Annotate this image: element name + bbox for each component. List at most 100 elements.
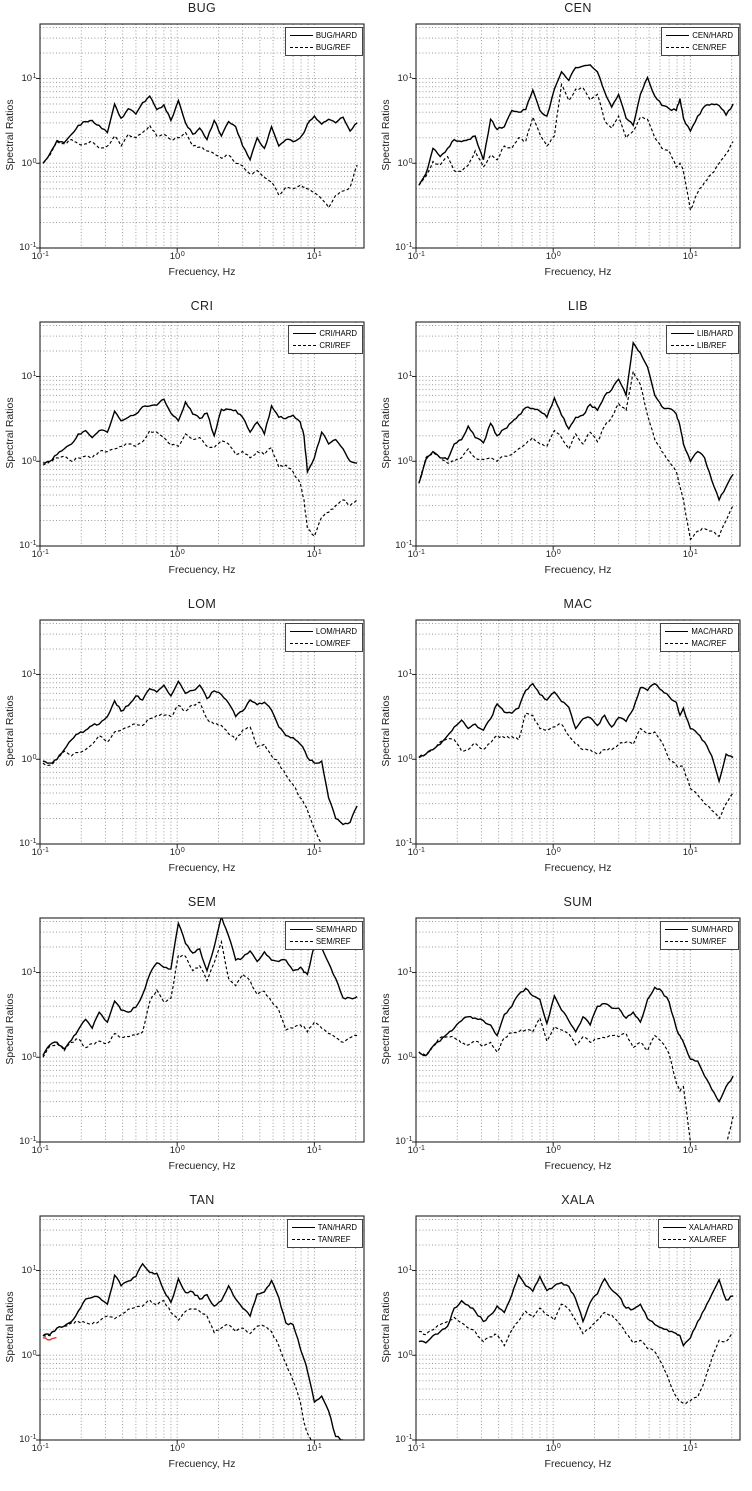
legend-entry-ref: LOM/REF bbox=[289, 639, 357, 648]
y-tick-label: 101 bbox=[397, 669, 413, 681]
legend-line-dashed bbox=[289, 941, 313, 942]
chart-title: XALA bbox=[561, 1193, 595, 1207]
legend-line-dashed bbox=[662, 1239, 686, 1240]
spectral-ratio-chart: SEM Spectral Ratios Frecuency, Hz 10-1 1… bbox=[0, 894, 376, 1192]
hard-curve bbox=[418, 64, 734, 186]
legend-entry-hard: LIB/HARD bbox=[671, 329, 733, 338]
hard-curve bbox=[42, 1262, 344, 1440]
legend-label-hard: LOM/HARD bbox=[315, 627, 357, 636]
y-tick-label: 101 bbox=[21, 73, 37, 85]
plot-area bbox=[412, 23, 741, 252]
ref-curve bbox=[42, 429, 358, 538]
chart-title: TAN bbox=[189, 1193, 215, 1207]
x-tick-label: 100 bbox=[545, 1145, 561, 1157]
legend-line-dashed bbox=[289, 643, 313, 644]
legend-label-hard: CEN/HARD bbox=[692, 31, 733, 40]
x-axis-label: Frecuency, Hz bbox=[168, 1160, 236, 1172]
y-tick-label: 10-1 bbox=[395, 1136, 413, 1148]
legend-line-dashed bbox=[666, 47, 690, 48]
y-tick-label: 101 bbox=[397, 73, 413, 85]
legend-entry-hard: TAN/HARD bbox=[291, 1223, 357, 1232]
y-tick-label: 100 bbox=[21, 754, 37, 766]
y-tick-label: 101 bbox=[21, 1265, 37, 1277]
x-axis-label: Frecuency, Hz bbox=[168, 1458, 236, 1470]
y-tick-label: 100 bbox=[21, 456, 37, 468]
legend-line-solid bbox=[671, 333, 695, 334]
x-tick-label: 10-1 bbox=[407, 549, 425, 561]
legend-line-solid bbox=[666, 35, 690, 36]
spectral-ratio-chart: LIB Spectral Ratios Frecuency, Hz 10-1 1… bbox=[376, 298, 752, 596]
x-tick-label: 100 bbox=[169, 1443, 185, 1455]
plot-area bbox=[36, 23, 365, 252]
y-axis-label: Spectral Ratios bbox=[380, 1291, 392, 1363]
x-tick-label: 100 bbox=[545, 549, 561, 561]
y-tick-label: 10-1 bbox=[395, 540, 413, 552]
axes-box bbox=[415, 321, 741, 547]
y-tick-label: 100 bbox=[21, 1350, 37, 1362]
x-tick-label: 100 bbox=[169, 1145, 185, 1157]
plot-area bbox=[36, 321, 365, 550]
x-tick-label: 100 bbox=[169, 847, 185, 859]
y-tick-label: 10-1 bbox=[395, 1434, 413, 1446]
hard-curve bbox=[42, 398, 358, 475]
x-tick-label: 101 bbox=[682, 1443, 698, 1455]
ref-curve bbox=[418, 712, 734, 820]
legend-line-dashed bbox=[291, 1239, 315, 1240]
chart-title: MAC bbox=[563, 597, 593, 611]
y-tick-label: 100 bbox=[21, 158, 37, 170]
axes-box bbox=[39, 619, 365, 845]
legend-label-ref: CEN/REF bbox=[692, 43, 727, 52]
legend: TAN/HARD TAN/REF bbox=[286, 1219, 363, 1248]
y-tick-label: 10-1 bbox=[19, 1136, 37, 1148]
x-axis-label: Frecuency, Hz bbox=[544, 1458, 612, 1470]
legend: CRI/HARD CRI/REF bbox=[288, 325, 363, 354]
ref-curve bbox=[418, 1016, 734, 1142]
legend-label-ref: BUG/REF bbox=[315, 43, 351, 52]
legend-label-ref: LOM/REF bbox=[315, 639, 351, 648]
legend-label-ref: MAC/REF bbox=[691, 639, 727, 648]
x-tick-label: 100 bbox=[545, 847, 561, 859]
legend-entry-ref: CRI/REF bbox=[293, 341, 357, 350]
legend: LIB/HARD LIB/REF bbox=[666, 325, 739, 354]
legend-line-dashed bbox=[665, 941, 689, 942]
y-axis-label: Spectral Ratios bbox=[380, 993, 392, 1065]
legend-line-dashed bbox=[665, 643, 689, 644]
ref-curve bbox=[42, 939, 358, 1058]
y-tick-label: 101 bbox=[397, 967, 413, 979]
plot-area bbox=[36, 1215, 365, 1444]
ref-curve bbox=[418, 82, 734, 212]
x-tick-label: 100 bbox=[169, 251, 185, 263]
y-tick-label: 100 bbox=[21, 1052, 37, 1064]
legend-line-solid bbox=[665, 631, 689, 632]
axes-box bbox=[39, 321, 365, 547]
x-axis-label: Frecuency, Hz bbox=[168, 862, 236, 874]
legend-label-hard: XALA/HARD bbox=[688, 1223, 733, 1232]
plot-area bbox=[412, 619, 741, 848]
legend-label-ref: SEM/REF bbox=[315, 937, 351, 946]
legend-label-hard: TAN/HARD bbox=[317, 1223, 357, 1232]
x-tick-label: 10-1 bbox=[407, 251, 425, 263]
legend-label-ref: CRI/REF bbox=[319, 341, 351, 350]
chart-title: LIB bbox=[568, 299, 588, 313]
x-tick-label: 10-1 bbox=[31, 251, 49, 263]
y-tick-label: 10-1 bbox=[19, 838, 37, 850]
legend: BUG/HARD BUG/REF bbox=[284, 27, 363, 56]
x-tick-label: 101 bbox=[306, 549, 322, 561]
y-tick-label: 101 bbox=[397, 371, 413, 383]
legend-line-dashed bbox=[289, 47, 313, 48]
legend-entry-ref: CEN/REF bbox=[666, 43, 733, 52]
legend-entry-hard: CEN/HARD bbox=[666, 31, 733, 40]
plot-area bbox=[36, 619, 365, 848]
x-axis-label: Frecuency, Hz bbox=[168, 266, 236, 278]
legend-label-hard: LIB/HARD bbox=[697, 329, 733, 338]
y-axis-label: Spectral Ratios bbox=[4, 695, 16, 767]
spectral-ratio-chart: CRI Spectral Ratios Frecuency, Hz 10-1 1… bbox=[0, 298, 376, 596]
spectral-ratio-chart: BUG Spectral Ratios Frecuency, Hz 10-1 1… bbox=[0, 0, 376, 298]
legend: XALA/HARD XALA/REF bbox=[657, 1219, 739, 1248]
legend-line-solid bbox=[289, 631, 313, 632]
legend-label-ref: SUM/REF bbox=[691, 937, 727, 946]
chart-title: SUM bbox=[563, 895, 593, 909]
legend: SUM/HARD SUM/REF bbox=[660, 921, 739, 950]
ref-curve bbox=[42, 701, 323, 844]
